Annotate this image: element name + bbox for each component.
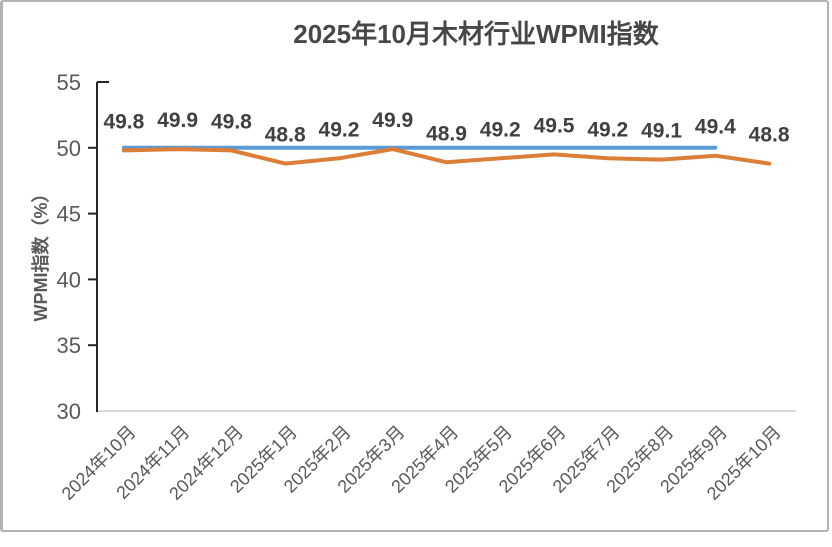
data-label: 49.1 bbox=[641, 120, 682, 143]
data-label: 49.8 bbox=[211, 110, 252, 133]
data-label: 49.5 bbox=[534, 114, 575, 137]
data-label: 48.9 bbox=[426, 122, 467, 145]
data-label: 48.8 bbox=[749, 124, 790, 147]
y-tick-label: 40 bbox=[57, 267, 81, 292]
y-tick-label: 55 bbox=[57, 70, 81, 95]
data-label: 49.2 bbox=[480, 118, 521, 141]
y-tick-label: 45 bbox=[57, 202, 81, 227]
y-tick-label: 50 bbox=[57, 136, 81, 161]
data-label: 49.8 bbox=[103, 110, 144, 133]
y-tick-label: 30 bbox=[57, 399, 81, 424]
chart-title: 2025年10月木材行业WPMI指数 bbox=[293, 19, 659, 49]
wpmi-index-line bbox=[121, 147, 772, 166]
data-label: 49.2 bbox=[587, 118, 628, 141]
data-label: 49.9 bbox=[157, 109, 198, 132]
data-label: 49.4 bbox=[695, 116, 736, 139]
data-label: 48.8 bbox=[265, 124, 306, 147]
data-label: 49.9 bbox=[372, 109, 413, 132]
data-label: 49.2 bbox=[319, 118, 360, 141]
y-tick-label: 35 bbox=[57, 333, 81, 358]
